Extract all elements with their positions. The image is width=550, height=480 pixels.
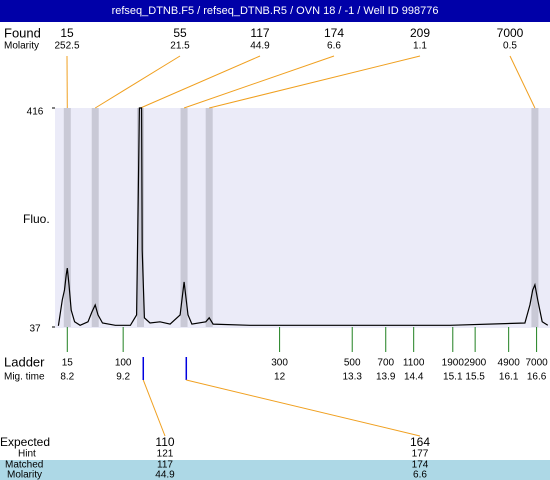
found-size: 15 — [60, 26, 74, 40]
matched-molarity: 6.6 — [413, 470, 427, 480]
ladder-time: 16.6 — [527, 372, 547, 383]
ladder-size: 500 — [344, 358, 361, 369]
found-label: Found — [4, 25, 41, 40]
found-molarity: 0.5 — [503, 41, 517, 52]
molarity-label: Molarity — [7, 470, 42, 480]
ladder-size: 1100 — [403, 358, 425, 369]
ladder-time: 14.4 — [404, 372, 424, 383]
peak-band — [63, 108, 71, 327]
found-connector — [183, 55, 335, 109]
found-connector — [509, 55, 536, 109]
expected-size: 164 — [410, 435, 430, 449]
ladder-time: 15.5 — [465, 372, 485, 383]
y-tick-label: 416 — [27, 107, 44, 118]
found-size: 174 — [324, 26, 344, 40]
expected-connector — [142, 379, 166, 437]
matched-size: 117 — [157, 460, 173, 471]
ladder-size: 1900 — [442, 358, 465, 369]
ladder-size: 300 — [271, 358, 288, 369]
y-label: Fluo. — [23, 212, 50, 226]
y-tick-label: 37 — [29, 324, 41, 335]
found-size: 7000 — [497, 26, 524, 40]
found-molarity: 21.5 — [170, 41, 190, 52]
found-size: 209 — [410, 26, 430, 40]
ladder-sublabel: Mig. time — [4, 372, 45, 383]
ladder-size: 700 — [377, 358, 394, 369]
found-molarity: 1.1 — [413, 41, 427, 52]
expected-connector — [186, 379, 421, 437]
ladder-time: 8.2 — [60, 372, 74, 383]
peak-band — [91, 108, 99, 327]
hint-size: 177 — [412, 449, 429, 460]
matched-molarity: 44.9 — [155, 470, 175, 480]
peak-band — [531, 108, 539, 327]
found-molarity: 44.9 — [250, 41, 270, 52]
ladder-size: 100 — [115, 358, 132, 369]
ladder-size: 4900 — [498, 358, 521, 369]
ladder-label: Ladder — [4, 354, 45, 369]
peak-band — [205, 108, 213, 327]
ladder-size: 7000 — [525, 358, 548, 369]
expected-size: 110 — [155, 435, 174, 449]
found-connector — [94, 55, 181, 109]
ladder-time: 13.9 — [376, 372, 396, 383]
peak-band — [136, 108, 144, 327]
expected-label: Expected — [0, 435, 50, 449]
found-molarity: 6.6 — [327, 41, 341, 52]
hint-size: 121 — [157, 449, 174, 460]
ladder-time: 9.2 — [116, 372, 130, 383]
matched-label: Matched — [5, 460, 43, 471]
trace — [57, 107, 549, 326]
ladder-time: 12 — [274, 372, 286, 383]
ladder-time: 15.1 — [443, 372, 463, 383]
ladder-time: 16.1 — [499, 372, 519, 383]
found-sublabel: Molarity — [4, 41, 39, 52]
matched-band — [0, 460, 550, 480]
ladder-size: 15 — [62, 358, 74, 369]
found-size: 117 — [250, 26, 269, 40]
found-connector — [209, 55, 421, 109]
found-size: 55 — [173, 26, 187, 40]
title: refseq_DTNB.F5 / refseq_DTNB.R5 / OVN 18… — [112, 5, 439, 17]
found-molarity: 252.5 — [54, 41, 79, 52]
ladder-time: 13.3 — [342, 372, 362, 383]
peak-band — [180, 108, 188, 327]
found-connector — [140, 55, 261, 109]
plot-area — [55, 108, 550, 328]
hint-label: Hint — [18, 449, 36, 460]
title-bar — [0, 0, 550, 22]
matched-size: 174 — [412, 460, 429, 471]
ladder-size: 2900 — [464, 358, 487, 369]
